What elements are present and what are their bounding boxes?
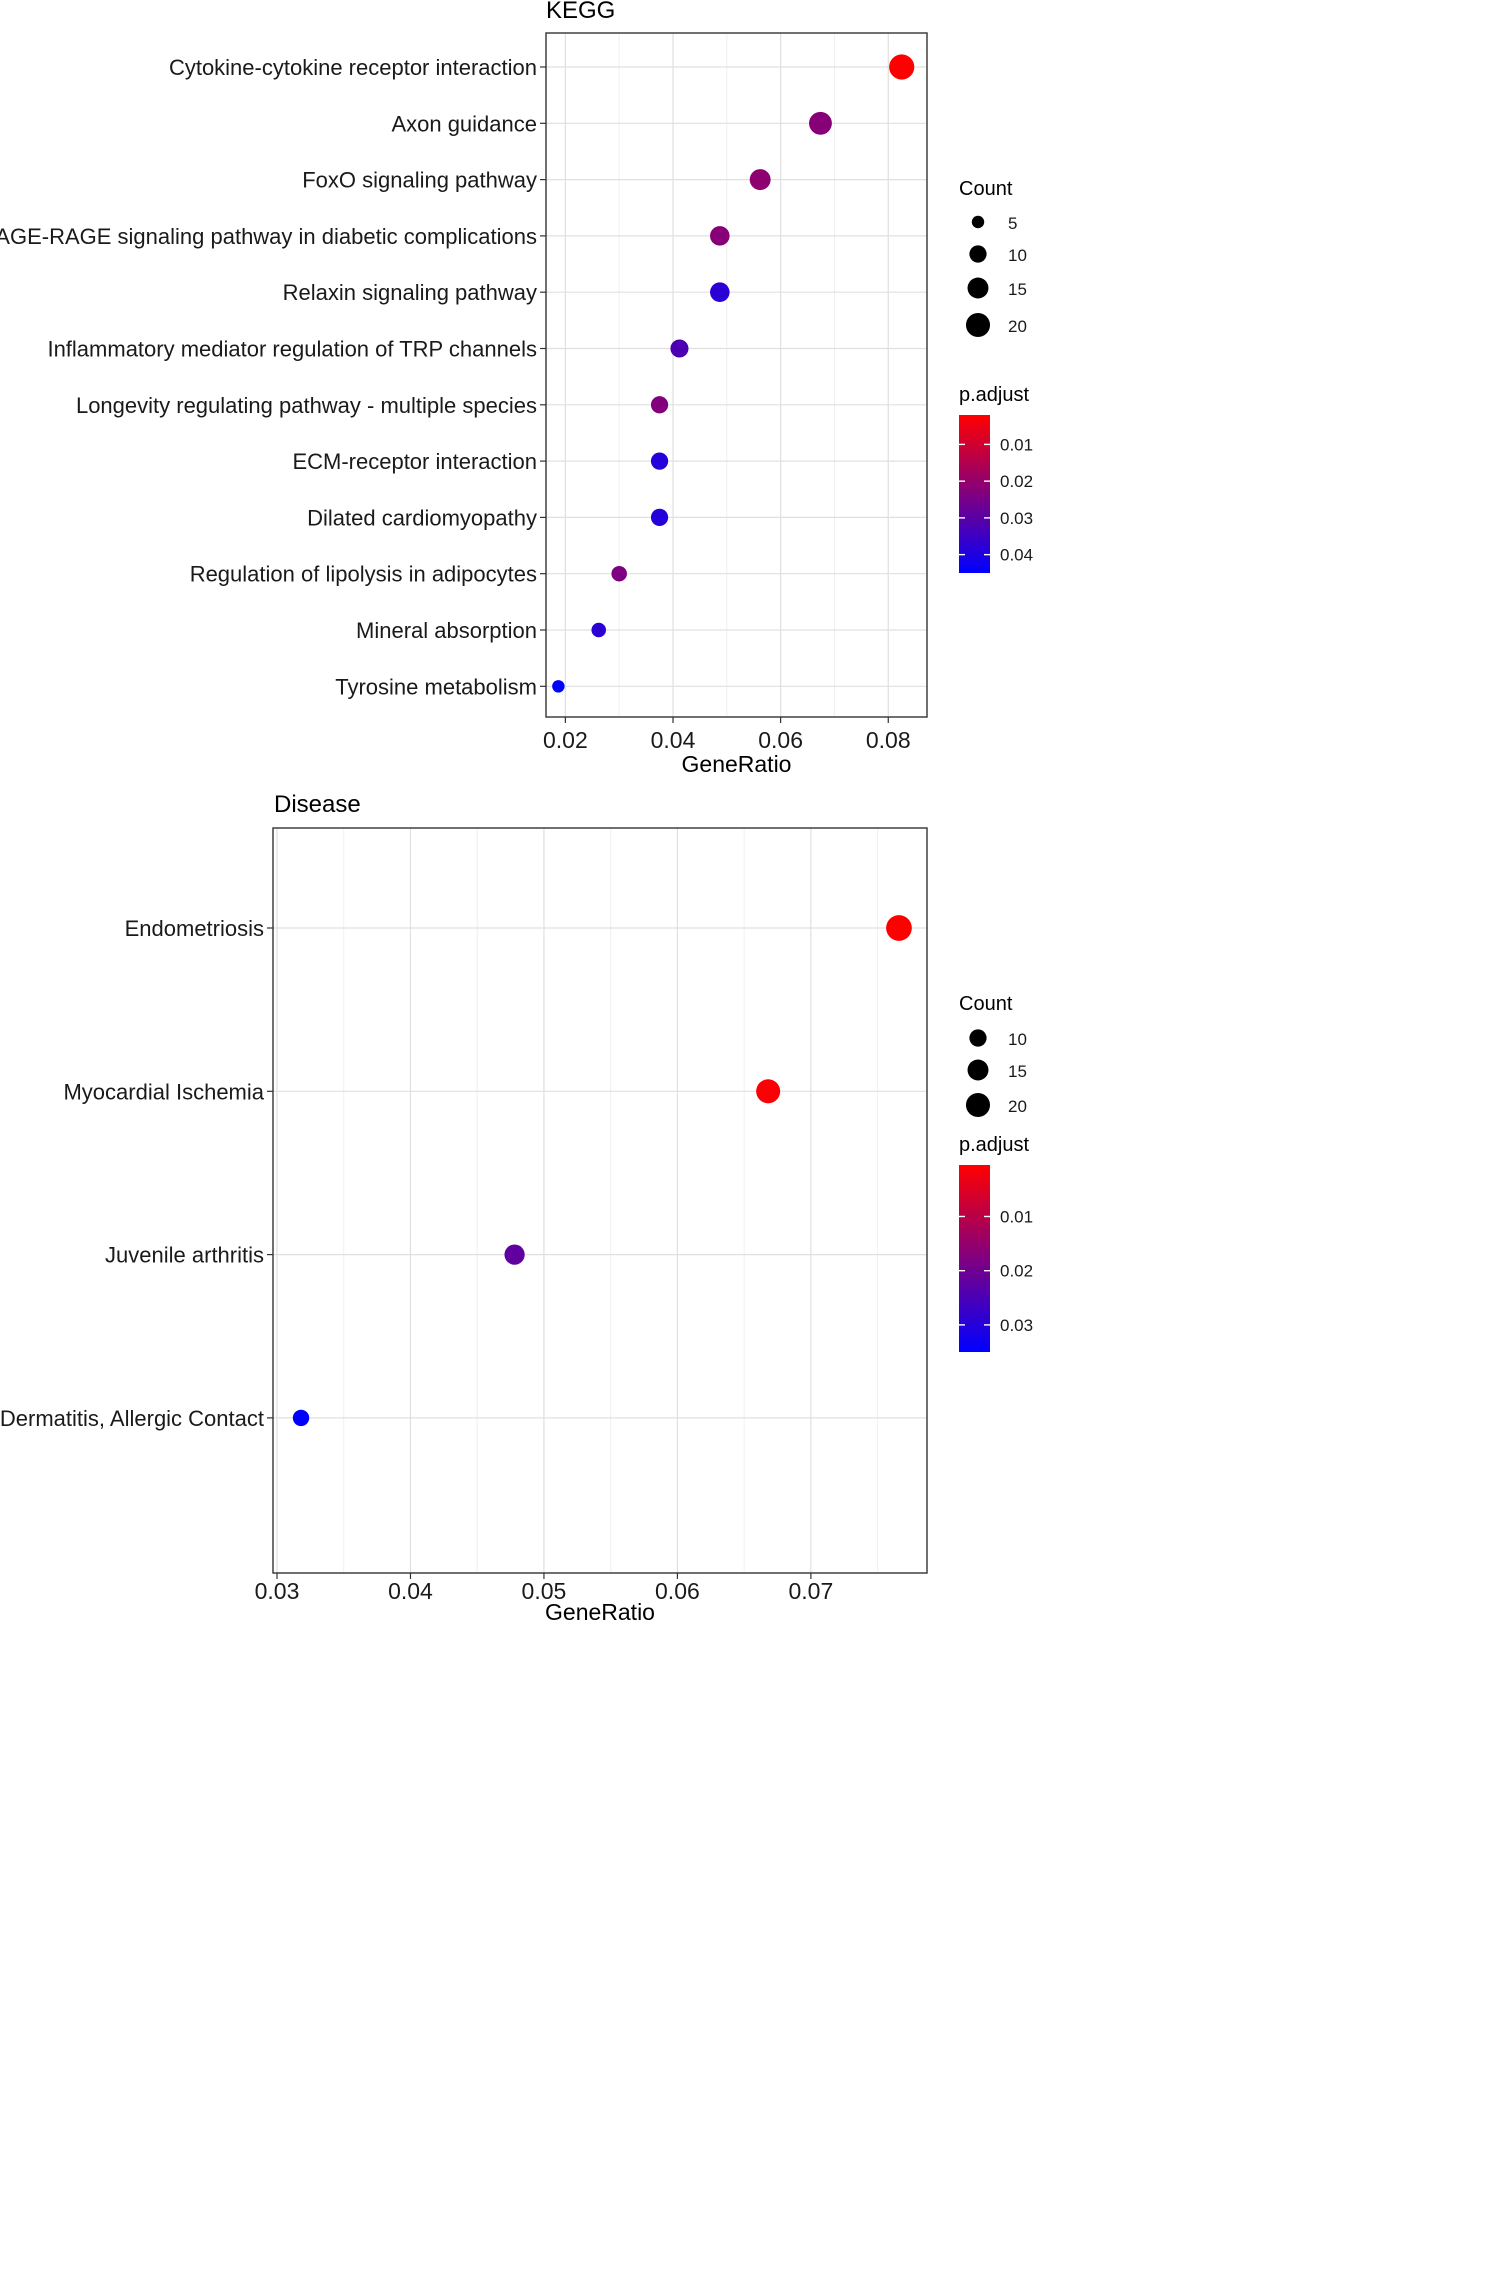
- x-tick-label: 0.05: [522, 1578, 567, 1604]
- y-tick-label: Longevity regulating pathway - multiple …: [76, 393, 537, 418]
- padjust-legend: p.adjust 0.01 0.02 0.03: [959, 1134, 1033, 1352]
- chart-title: KEGG: [546, 0, 615, 24]
- count-legend-label: 15: [1008, 1062, 1027, 1081]
- x-tick-label: 0.07: [788, 1578, 833, 1604]
- count-legend-key: [967, 277, 989, 299]
- count-legend-label: 20: [1008, 317, 1027, 336]
- y-tick-label: Regulation of lipolysis in adipocytes: [190, 562, 537, 587]
- count-legend-key: [971, 215, 985, 229]
- data-point-mineral-absorption: [591, 622, 607, 638]
- plot-background: [546, 33, 927, 717]
- x-axis-label: GeneRatio: [545, 1599, 655, 1625]
- data-point-axon-guidance: [809, 111, 832, 135]
- count-legend: Count 5 10 15 20: [959, 178, 1027, 338]
- count-legend-title: Count: [959, 993, 1013, 1015]
- colorbar-label: 0.04: [1000, 546, 1033, 565]
- data-point-juvenile-arthritis: [504, 1244, 525, 1265]
- chart-title: Disease: [274, 791, 361, 818]
- colorbar-label: 0.03: [1000, 509, 1033, 528]
- count-legend-label: 5: [1008, 214, 1017, 233]
- data-point-longevity-regulating-pathway-multiple-species: [650, 396, 669, 414]
- x-tick-label: 0.06: [758, 727, 803, 753]
- padjust-legend: p.adjust 0.01 0.02 0.03 0.04: [959, 384, 1033, 573]
- y-tick-label: Mineral absorption: [356, 618, 537, 643]
- plot-border: [272, 827, 928, 1574]
- y-tick-label: Endometriosis: [125, 916, 264, 941]
- y-tick-label: Axon guidance: [391, 111, 537, 136]
- x-tick-label: 0.04: [388, 1578, 433, 1604]
- x-axis-label: GeneRatio: [682, 751, 792, 777]
- y-tick-label: Myocardial Ischemia: [63, 1079, 264, 1104]
- count-legend-label: 10: [1008, 246, 1027, 265]
- y-tick-label: ECM-receptor interaction: [292, 449, 537, 474]
- colorbar-label: 0.03: [1000, 1316, 1033, 1335]
- plot-background: [273, 828, 927, 1573]
- y-tick-label: Relaxin signaling pathway: [283, 280, 537, 305]
- colorbar-label: 0.02: [1000, 472, 1033, 491]
- data-point-tyrosine-metabolism: [552, 680, 565, 693]
- padjust-legend-title: p.adjust: [959, 384, 1029, 406]
- count-legend-key: [969, 245, 987, 263]
- data-point-age-rage-signaling-pathway-in-diabetic-complications: [710, 226, 730, 246]
- x-tick-label: 0.04: [651, 727, 696, 753]
- plot-border: [545, 32, 928, 718]
- data-point-inflammatory-mediator-regulation-of-trp-channels: [670, 339, 689, 358]
- y-tick-label: Dilated cardiomyopathy: [307, 505, 537, 530]
- y-tick-label: Inflammatory mediator regulation of TRP …: [47, 337, 537, 362]
- padjust-colorbar: [959, 415, 990, 573]
- y-tick-label: Cytokine-cytokine receptor interaction: [169, 55, 537, 80]
- y-tick-label: Juvenile arthritis: [105, 1243, 264, 1268]
- y-tick-label: FoxO signaling pathway: [302, 168, 537, 193]
- count-legend-key: [967, 1059, 989, 1081]
- chart-panel-kegg: KEGG Cytokine-cytokine receptor interacti…: [0, 0, 1033, 777]
- count-legend-label: 10: [1008, 1030, 1027, 1049]
- count-legend-key: [965, 1092, 991, 1118]
- data-point-foxo-signaling-pathway: [749, 169, 771, 191]
- data-point-ecm-receptor-interaction: [650, 452, 669, 470]
- y-tick-label: Dermatitis, Allergic Contact: [0, 1406, 264, 1431]
- count-legend: Count 10 15 20: [959, 993, 1027, 1118]
- colorbar-label: 0.01: [1000, 1207, 1033, 1226]
- count-legend-key: [965, 312, 991, 338]
- data-point-regulation-of-lipolysis-in-adipocytes: [611, 565, 627, 582]
- x-tick-label: 0.06: [655, 1578, 700, 1604]
- data-point-relaxin-signaling-pathway: [710, 282, 730, 302]
- colorbar-label: 0.01: [1000, 435, 1033, 454]
- colorbar-label: 0.02: [1000, 1262, 1033, 1281]
- count-legend-label: 20: [1008, 1097, 1027, 1116]
- padjust-colorbar: [959, 1165, 990, 1352]
- count-legend-title: Count: [959, 178, 1013, 200]
- x-tick-label: 0.02: [543, 727, 588, 753]
- count-legend-label: 15: [1008, 280, 1027, 299]
- x-tick-label: 0.08: [866, 727, 911, 753]
- count-legend-key: [969, 1029, 987, 1047]
- y-tick-label: AGE-RAGE signaling pathway in diabetic c…: [0, 224, 537, 249]
- data-point-endometriosis: [886, 915, 912, 941]
- data-point-dilated-cardiomyopathy: [650, 508, 669, 527]
- x-tick-label: 0.03: [255, 1578, 300, 1604]
- y-tick-label: Tyrosine metabolism: [335, 674, 537, 699]
- chart-panel-disease: Disease Endometriosis Myocardial Ischemia J…: [0, 791, 1033, 1625]
- data-point-myocardial-ischemia: [756, 1079, 781, 1104]
- data-point-dermatitis-allergic-contact: [292, 1409, 310, 1427]
- data-point-cytokine-cytokine-receptor-interaction: [889, 54, 915, 80]
- padjust-legend-title: p.adjust: [959, 1134, 1029, 1156]
